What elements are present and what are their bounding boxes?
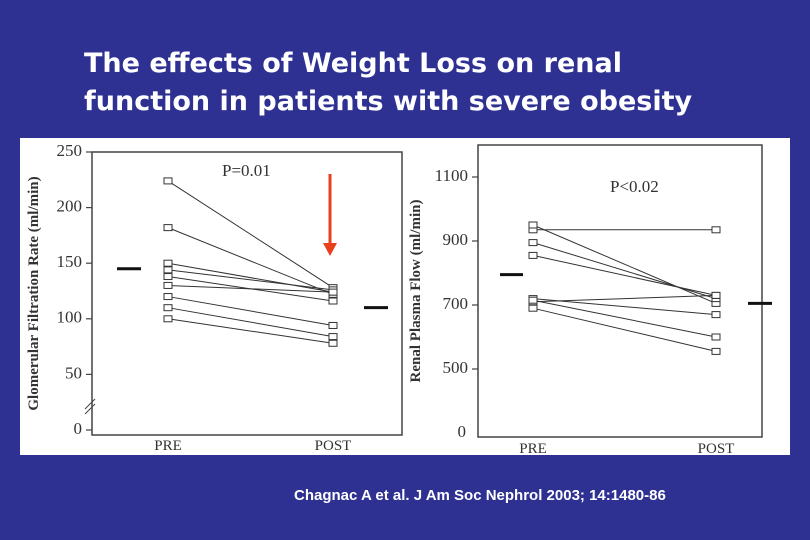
patient-line	[167, 318, 334, 344]
y-tick-label: 50	[65, 363, 82, 382]
y-tick-label: 100	[57, 308, 83, 327]
x-tick-label: PRE	[519, 441, 547, 457]
patient-point	[163, 293, 173, 301]
patient-point	[711, 311, 721, 319]
title-line: The effects of Weight Loss on renal	[84, 48, 622, 79]
y-tick-label: 0	[458, 422, 467, 441]
patient-point	[528, 251, 538, 259]
patient-line	[532, 224, 717, 304]
figure-panel	[20, 138, 790, 455]
patient-point	[711, 226, 721, 234]
patient-point	[163, 266, 173, 274]
patient-line	[532, 242, 717, 300]
patient-line	[167, 262, 334, 293]
y-tick-label: 250	[57, 141, 83, 160]
y-tick-label: 900	[443, 230, 469, 249]
patient-line	[532, 307, 717, 352]
citation: Chagnac A et al. J Am Soc Nephrol 2003; …	[294, 487, 666, 504]
patient-point	[528, 296, 538, 304]
x-tick-label: POST	[698, 441, 735, 457]
patient-point	[328, 339, 338, 347]
patient-point	[711, 333, 721, 341]
patient-line	[167, 307, 334, 338]
arrow-head	[323, 243, 337, 256]
patient-point	[528, 221, 538, 229]
patient-point	[163, 281, 173, 289]
y-tick-label: 700	[443, 294, 469, 313]
axis-break	[84, 403, 96, 415]
patient-point	[328, 288, 338, 296]
patient-point	[163, 315, 173, 323]
patient-point	[163, 224, 173, 232]
annotation: P=0.01	[222, 161, 271, 180]
patient-line	[167, 296, 334, 326]
patient-point	[163, 259, 173, 267]
patient-line	[167, 180, 334, 289]
patient-line	[167, 284, 334, 293]
patient-point	[328, 297, 338, 305]
title-line: function in patients with severe obesity	[84, 86, 692, 117]
plot-frame	[477, 144, 763, 438]
axis-break	[84, 398, 96, 410]
x-tick-label: PRE	[154, 438, 182, 454]
y-tick-label: 150	[57, 252, 83, 271]
patient-point	[163, 177, 173, 185]
patient-point	[711, 347, 721, 355]
y-tick-label: 1100	[435, 166, 468, 185]
x-tick-label: POST	[315, 438, 352, 454]
patient-line	[167, 227, 334, 295]
patient-point	[328, 321, 338, 329]
patient-line	[167, 269, 334, 291]
patient-point	[163, 304, 173, 312]
patient-line	[532, 298, 717, 316]
y-axis-label: Glomerular Filtration Rate (ml/min)	[26, 176, 42, 410]
patient-line	[532, 299, 717, 338]
y-tick-label: 0	[74, 419, 83, 438]
plot-frame	[91, 151, 403, 436]
patient-point	[328, 333, 338, 341]
patient-line	[532, 254, 717, 296]
y-tick-label: 500	[443, 358, 469, 377]
y-axis-label: Renal Plasma Flow (ml/min)	[408, 200, 424, 383]
patient-point	[528, 304, 538, 312]
patient-point	[528, 239, 538, 247]
patient-line	[532, 294, 717, 303]
annotation: P<0.02	[610, 177, 659, 196]
patient-point	[163, 273, 173, 281]
patient-point	[711, 291, 721, 299]
y-tick-label: 200	[57, 197, 83, 216]
